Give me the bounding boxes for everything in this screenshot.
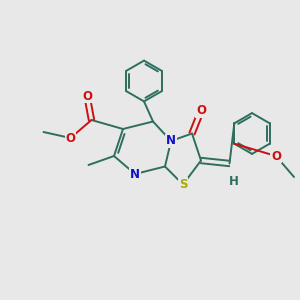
Text: O: O — [196, 104, 206, 118]
Text: H: H — [229, 175, 239, 188]
Text: N: N — [130, 167, 140, 181]
Text: O: O — [82, 89, 92, 103]
Text: N: N — [166, 134, 176, 148]
Text: O: O — [271, 149, 281, 163]
Text: S: S — [179, 178, 187, 191]
Text: O: O — [65, 131, 76, 145]
